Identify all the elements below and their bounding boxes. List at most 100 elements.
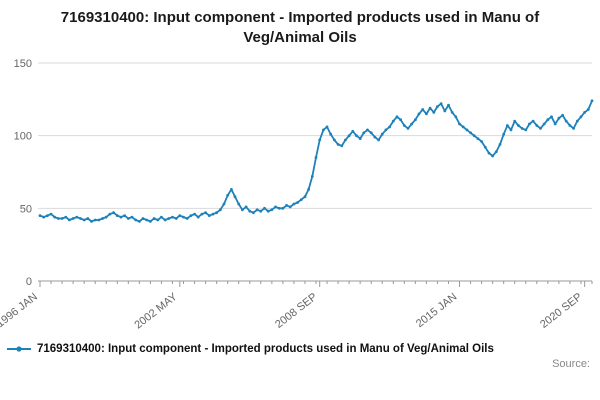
data-point [377, 138, 380, 141]
data-point [329, 132, 333, 136]
data-point [450, 110, 454, 114]
data-point [185, 216, 189, 220]
data-point [421, 107, 425, 111]
data-point [557, 116, 561, 120]
data-point [222, 202, 226, 205]
data-point [494, 149, 498, 153]
data-point [163, 218, 167, 221]
data-point [575, 119, 579, 122]
data-point [218, 207, 222, 211]
data-point [288, 205, 292, 208]
y-axis-tick-label: 0 [26, 276, 32, 288]
data-point [189, 213, 193, 217]
data-point [583, 110, 586, 114]
data-point [60, 216, 64, 220]
data-point [535, 123, 539, 127]
data-point [351, 129, 355, 133]
data-point [252, 210, 255, 214]
data-point [561, 113, 564, 117]
data-point [274, 205, 277, 208]
data-point [178, 213, 182, 217]
data-point [182, 215, 185, 219]
data-point [461, 125, 465, 128]
data-point [546, 117, 550, 121]
data-point [160, 215, 163, 219]
data-point [539, 126, 542, 130]
data-point [196, 215, 200, 219]
data-point [506, 123, 509, 127]
data-point [90, 219, 93, 223]
data-point [517, 123, 520, 127]
data-point [152, 216, 156, 220]
data-point [233, 194, 237, 198]
data-point [134, 218, 138, 221]
data-point [531, 119, 535, 122]
data-point [68, 218, 71, 221]
data-point [46, 213, 49, 217]
data-point [112, 210, 115, 214]
data-point [174, 216, 178, 220]
data-point [314, 155, 318, 159]
data-point [509, 128, 513, 131]
data-point [443, 109, 447, 112]
data-point [123, 213, 126, 217]
y-axis-tick-label: 150 [14, 58, 32, 70]
data-point [97, 218, 101, 221]
data-point [38, 213, 42, 217]
data-point [93, 218, 97, 221]
data-point [428, 106, 432, 109]
y-axis-tick-label: 100 [14, 130, 32, 142]
data-point [550, 114, 553, 118]
data-point [568, 123, 572, 127]
data-point [465, 128, 469, 131]
data-point [296, 200, 299, 204]
data-point [410, 122, 414, 125]
data-point [193, 212, 197, 216]
data-point [436, 104, 439, 108]
data-point [439, 101, 443, 105]
data-point [399, 117, 402, 121]
data-point [480, 139, 483, 143]
data-point [362, 130, 366, 134]
data-point [64, 215, 68, 219]
data-point [248, 209, 252, 213]
data-point [553, 122, 557, 125]
data-point [104, 215, 108, 219]
y-axis-tick-label: 50 [20, 203, 32, 215]
data-point [458, 122, 461, 125]
data-point [141, 216, 145, 220]
chart-title: 7169310400: Input component - Imported p… [60, 9, 540, 47]
data-point [340, 143, 344, 147]
data-point [226, 193, 230, 197]
data-point [590, 98, 594, 102]
data-point [244, 205, 248, 208]
x-axis-tick-label: 2002 MAY [132, 290, 180, 331]
data-point [344, 138, 347, 141]
line-chart-plot-area: 0 50 100 150 1996 JAN 2002 MAY 2008 SEP 2015 JA… [0, 58, 594, 331]
data-point [402, 123, 406, 127]
data-point [266, 209, 270, 213]
data-point [384, 128, 388, 131]
data-point [259, 209, 263, 213]
data-point [126, 216, 130, 220]
legend-item[interactable]: 7169310400: Input component - Imported p… [0, 341, 600, 355]
data-point [108, 212, 112, 216]
data-point [542, 122, 546, 125]
data-point [395, 114, 399, 118]
data-point [57, 216, 60, 220]
data-point [79, 216, 82, 220]
data-point [75, 215, 79, 219]
data-point [472, 133, 476, 137]
data-point [255, 207, 259, 211]
data-point [414, 117, 417, 121]
data-point [303, 194, 307, 198]
data-point [167, 216, 171, 220]
data-point [230, 187, 233, 191]
data-point [432, 110, 436, 114]
data-series-line [39, 99, 593, 222]
data-point [292, 202, 296, 205]
data-point [130, 215, 134, 219]
data-point [82, 218, 86, 221]
data-point [358, 136, 362, 140]
data-point [564, 119, 568, 122]
